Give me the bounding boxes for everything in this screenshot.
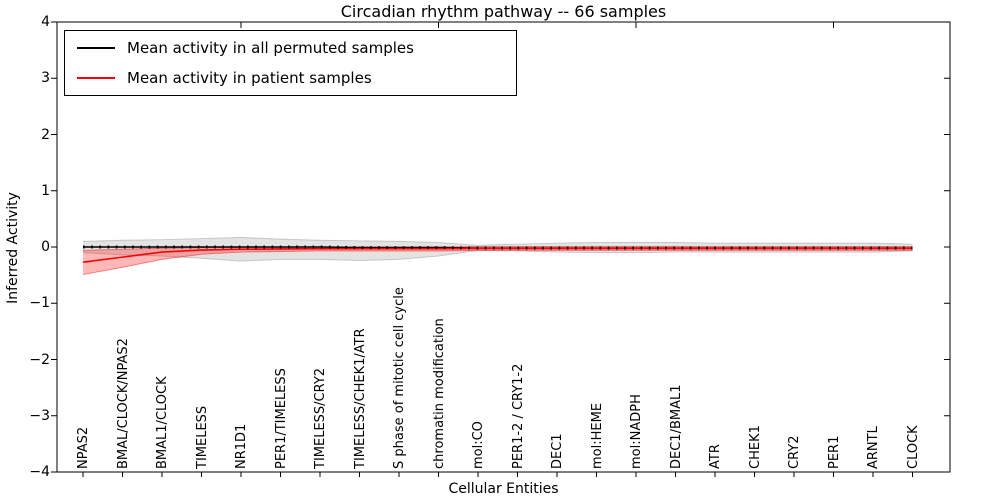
legend-box: Mean activity in all permuted samples Me…	[64, 30, 517, 96]
xtick-label-11: PER1-2 / CRY1-2	[510, 363, 526, 469]
xtick-label-4: NR1D1	[234, 423, 249, 469]
xtick-label-15: DEC1/BMAL1	[668, 384, 684, 470]
legend-label-permuted: Mean activity in all permuted samples	[127, 39, 414, 57]
xtick-label-7: TIMELESS/CHEK1/ATR	[352, 328, 368, 469]
xtick-label-21: CLOCK	[905, 425, 921, 469]
xtick-label-19: PER1	[826, 435, 842, 469]
xtick-label-17: CHEK1	[747, 425, 763, 469]
band-edge-upper-0	[82, 236, 913, 246]
ytick-label: −3	[29, 407, 50, 424]
legend-entry-permuted: Mean activity in all permuted samples	[65, 34, 516, 62]
ytick-label: 0	[41, 239, 50, 255]
confidence-band-0	[83, 237, 913, 262]
xtick-label-16: ATR	[708, 444, 723, 469]
xtick-label-20: ARNTL	[866, 426, 881, 469]
ytick-label: −4	[29, 464, 50, 480]
xtick-label-14: mol:NADPH	[629, 394, 644, 469]
xtick-label-12: DEC1	[550, 433, 565, 469]
legend-line-red	[77, 77, 115, 79]
xtick-label-13: mol:HEME	[589, 402, 605, 469]
x-axis-label: Cellular Entities	[448, 481, 559, 497]
ytick-label: −2	[29, 351, 50, 368]
legend-entry-patient: Mean activity in patient samples	[65, 64, 516, 92]
band-edge-lower-0	[82, 249, 913, 262]
ytick-label: 4	[41, 14, 50, 30]
xtick-label-1: BMAL/CLOCK/NPAS2	[115, 338, 131, 469]
xtick-label-8: S phase of mitotic cell cycle	[392, 287, 407, 469]
legend-line-black	[77, 47, 115, 49]
xtick-label-6: TIMELESS/CRY2	[313, 367, 328, 469]
ytick-label: 1	[41, 182, 50, 199]
xtick-label-2: BMAL1/CLOCK	[155, 376, 170, 469]
band-edge-lower-1	[82, 249, 913, 276]
chart-title: Circadian rhythm pathway -- 66 samples	[340, 2, 667, 21]
xtick-label-18: CRY2	[787, 435, 802, 470]
ytick-label: −1	[29, 295, 50, 312]
xtick-label-9: chromatin modification	[431, 318, 447, 469]
mean-line-1	[82, 247, 913, 263]
ytick-label: 2	[41, 126, 50, 143]
ytick-label: 3	[41, 70, 50, 87]
legend-label-patient: Mean activity in patient samples	[127, 69, 372, 87]
xtick-label-10: mol:CO	[471, 421, 486, 469]
xtick-label-3: TIMELESS	[194, 405, 210, 469]
xtick-label-0: NPAS2	[76, 426, 91, 469]
xtick-label-5: PER1/TIMELESS	[273, 368, 289, 469]
